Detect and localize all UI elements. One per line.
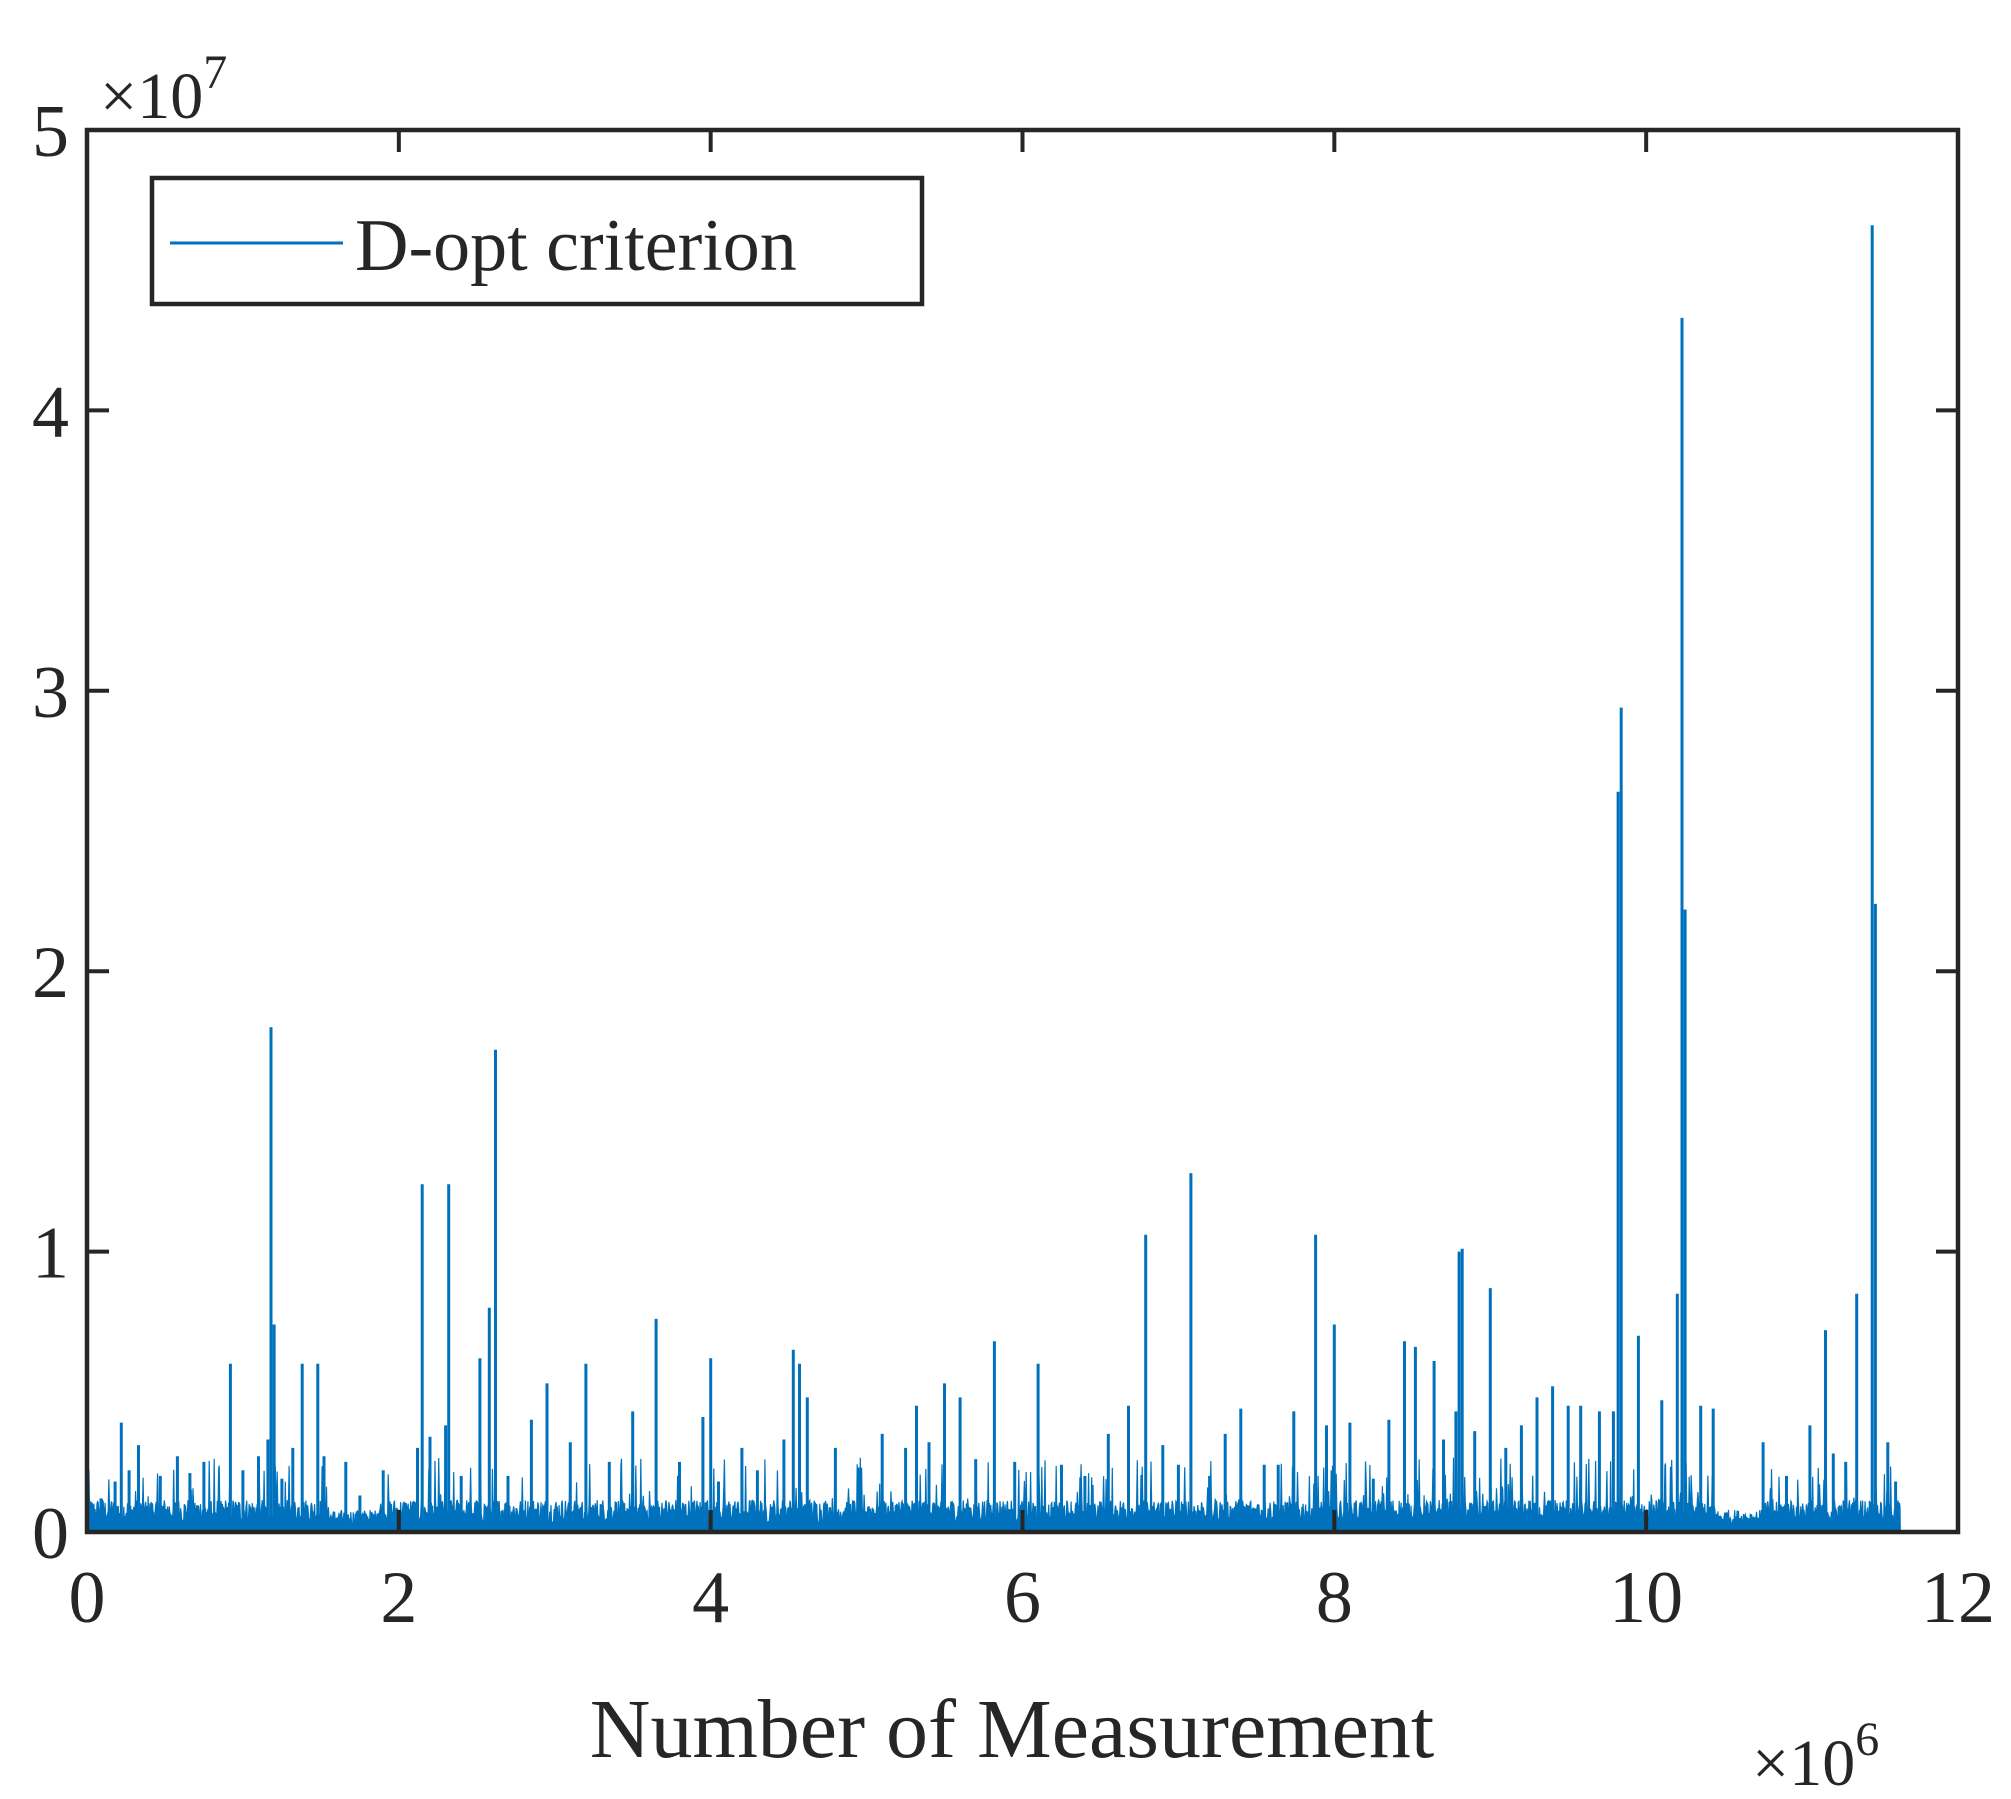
y-scale-exponent: 7 <box>203 46 227 99</box>
legend: D-opt criterion <box>149 175 925 307</box>
x-scale-base: ×10 <box>1752 1727 1855 1794</box>
x-tick-label-3: 6 <box>1004 1557 1041 1639</box>
y-tick-label-5: 5 <box>32 91 69 173</box>
y-scale-factor: ×107 <box>100 46 227 133</box>
x-axis-label: Number of Measurement <box>590 1683 1434 1776</box>
x-tick-label-1: 2 <box>380 1557 417 1639</box>
y-scale-base: ×10 <box>100 60 203 133</box>
y-tick-label-1: 1 <box>32 1213 69 1295</box>
y-tick-label-0: 0 <box>32 1493 69 1575</box>
x-tick-labels: 0 2 4 6 8 10 12 <box>69 1557 1996 1639</box>
legend-box <box>149 175 925 307</box>
x-tick-label-0: 0 <box>69 1557 106 1639</box>
x-scale-factor: ×106 <box>1752 1713 1879 1794</box>
y-tick-label-2: 2 <box>32 932 69 1014</box>
tick-group <box>85 128 1960 1534</box>
x-tick-label-6: 12 <box>1921 1557 1995 1639</box>
x-tick-label-2: 4 <box>692 1557 729 1639</box>
legend-label: D-opt criterion <box>355 205 797 287</box>
y-tick-label-4: 4 <box>32 371 69 453</box>
x-tick-label-4: 8 <box>1316 1557 1353 1639</box>
x-scale-exponent: 6 <box>1855 1713 1879 1766</box>
series-group <box>86 225 1901 1533</box>
plot-area <box>87 130 1958 1532</box>
y-tick-label-3: 3 <box>32 652 69 734</box>
y-tick-labels: 0 1 2 3 4 5 <box>32 91 69 1575</box>
x-tick-label-5: 10 <box>1609 1557 1683 1639</box>
